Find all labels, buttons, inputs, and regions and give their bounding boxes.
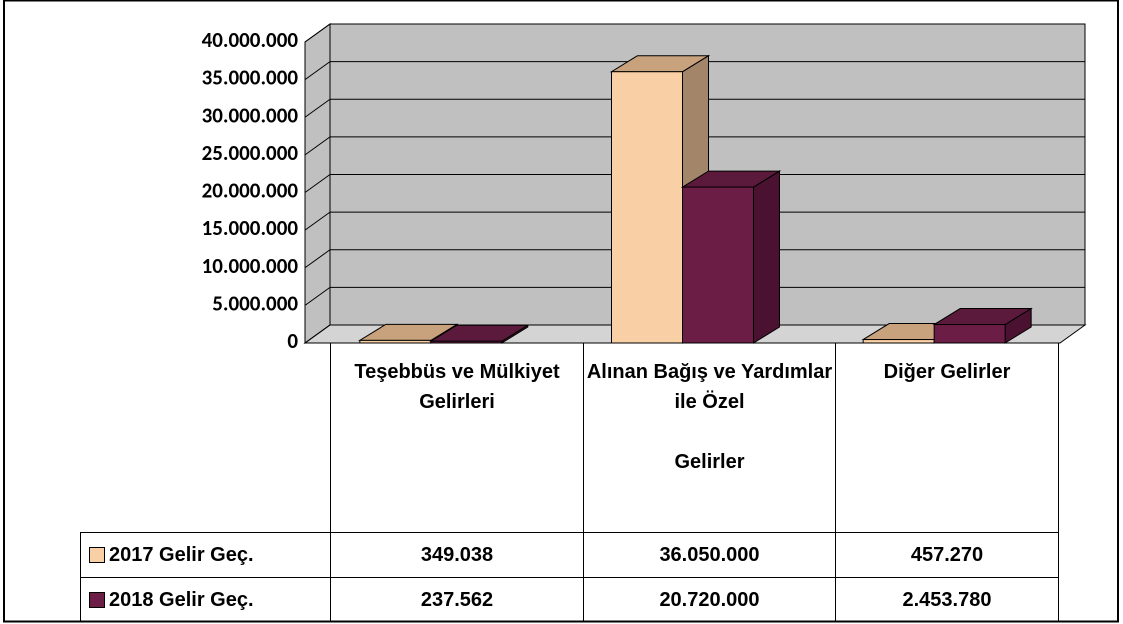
grid-line bbox=[304, 61, 331, 81]
bar-side bbox=[753, 170, 780, 344]
y-tick-label: 40.000.000 bbox=[202, 27, 299, 53]
legend-label: 2017 Gelir Geç. bbox=[109, 543, 254, 566]
legend-entry: 2018 Gelir Geç. bbox=[80, 577, 330, 622]
grid-line bbox=[304, 174, 331, 193]
grid-line bbox=[304, 211, 331, 231]
bar bbox=[430, 340, 503, 344]
y-tick-label: 15.000.000 bbox=[202, 215, 299, 241]
grid-line bbox=[304, 249, 331, 269]
y-tick-label: 30.000.000 bbox=[202, 102, 299, 128]
legend-key bbox=[89, 547, 105, 563]
table-value: 457.270 bbox=[835, 532, 1059, 577]
category-header: Teşebbüs ve Mülkiyet Gelirleri bbox=[330, 343, 583, 532]
grid-line bbox=[304, 324, 331, 344]
y-tick-label: 0 bbox=[287, 328, 298, 354]
y-tick-label: 5.000.000 bbox=[212, 290, 298, 316]
table-value: 36.050.000 bbox=[583, 532, 835, 577]
legend-label: 2018 Gelir Geç. bbox=[109, 588, 254, 611]
bar bbox=[682, 186, 754, 344]
table-value: 349.038 bbox=[330, 532, 583, 577]
table-value: 2.453.780 bbox=[835, 577, 1059, 622]
bar bbox=[933, 324, 1006, 344]
legend-key bbox=[89, 592, 105, 608]
y-tick-label: 20.000.000 bbox=[202, 178, 299, 204]
category-header: Diğer Gelirler bbox=[835, 343, 1059, 532]
bar bbox=[611, 71, 683, 344]
grid-line bbox=[304, 23, 331, 43]
y-tick-label: 35.000.000 bbox=[202, 65, 299, 91]
y-tick-label: 25.000.000 bbox=[202, 140, 299, 166]
chart-border bbox=[3, 0, 1119, 623]
legend-entry: 2017 Gelir Geç. bbox=[80, 532, 330, 577]
grid-line bbox=[304, 286, 331, 306]
grid-line bbox=[304, 98, 331, 118]
grid-line bbox=[304, 136, 331, 156]
table-value: 237.562 bbox=[330, 577, 583, 622]
y-tick-label: 10.000.000 bbox=[202, 253, 299, 279]
category-header: Alınan Bağış ve Yardımlar ile Özel Gelir… bbox=[583, 343, 835, 532]
table-value: 20.720.000 bbox=[583, 577, 835, 622]
